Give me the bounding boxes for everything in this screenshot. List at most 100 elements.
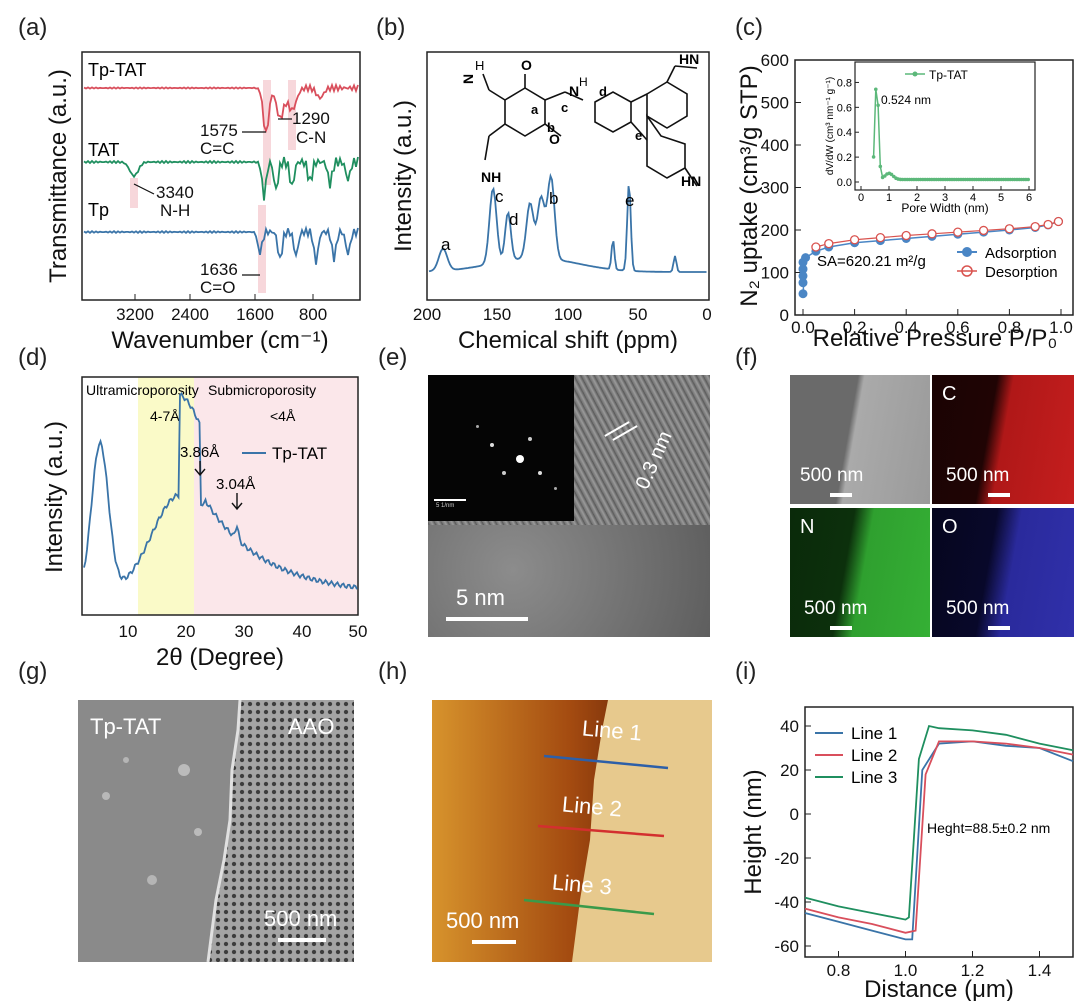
isotherm-ytick: 600 [761,51,789,70]
pxrd-legend: Tp-TAT [272,444,327,463]
sa-annotation: SA=620.21 m²/g [817,253,926,270]
pxrd-peak1: 3.86Å [180,444,219,461]
ftir-legend-tp: Tp [88,200,109,220]
inset-xlabel: Pore Width (nm) [901,201,988,215]
afm-line-1 [543,754,669,770]
afm-scale-label: 500 nm [446,908,520,933]
desorption-point [824,238,834,249]
adsorption-point [798,264,808,274]
struct-label: N [569,83,579,99]
desorption-point [978,225,989,236]
isotherm-xtick: 1.0 [1049,318,1073,337]
nmr-spectrum [428,172,707,273]
struct-label: HN [679,51,699,67]
aao-label: AAO [288,714,335,739]
struct-label: N [460,74,476,84]
adsorption-point [798,271,808,281]
inset-xtick: 4 [970,192,976,204]
desorption-point [927,229,937,239]
pxrd-xtick: 30 [235,622,254,641]
pxrd-xlabel: 2θ (Degree) [156,644,284,671]
afm-scale-bar [472,940,516,944]
panel-label-b: (b) [376,14,406,41]
nmr-peak-a: a [441,235,451,254]
isotherm-ytick: 400 [761,136,789,155]
ftir-xlabel: Wavenumber (cm⁻¹) [111,327,328,354]
inset-peak-label: 0.524 nm [881,93,931,107]
inset-point [876,103,880,108]
desorption-point [1030,221,1040,232]
structure-diagram [482,65,698,187]
height-frame [804,706,1074,958]
ftir-series-tptat [83,82,359,134]
pxrd-xtick: 20 [177,622,196,641]
ftir-ann-nh-value: 3340 [156,183,194,202]
isotherm-ytick: 100 [761,264,789,283]
inset-xtick: 6 [1026,192,1032,204]
inset-points [871,87,1030,182]
eds-maps: 500 nm C 500 nm N 500 nm O 500 nm [790,375,1074,637]
pxrd-ylabel: Intensity (a.u.) [41,421,68,573]
hrtem-scale-bar [446,617,528,621]
height-legend-2: Line 2 [851,746,897,765]
ftir-legend-tat: TAT [88,140,119,160]
panel-label-h: (h) [378,658,408,685]
pxrd-peak2: 3.04Å [216,476,255,493]
height-xlabel: Distance (μm) [864,976,1014,1001]
ftir-ann-cn-label: C-N [296,128,326,147]
ftir-frame [81,51,361,301]
sem-cross-section: Tp-TAT AAO 500 nm [78,700,354,962]
carbon-scale-label: 500 nm [946,465,1010,486]
carbon-map-label: C [942,383,957,405]
ftir-xticks: 3200 2400 1600 800 [116,294,327,324]
struct-label: H [579,75,588,89]
inset-frame [854,61,1036,191]
desorption-point [1053,216,1064,227]
ftir-ann-nh-label: N-H [160,201,190,220]
oxygen-scale-bar [988,626,1010,630]
height-legend-1: Line 1 [851,724,897,743]
hrtem-scale-label: 5 nm [456,585,505,610]
isotherm-ytick: 200 [761,221,789,240]
nmr-xtick: 150 [483,305,511,324]
tp-tat-label: Tp-TAT [90,714,162,739]
pxrd-frame [81,376,359,616]
height-ylabel: Height (nm) [740,769,767,894]
struct-label: c [561,100,568,115]
struct-label: d [599,84,607,99]
struct-label: NH [481,169,501,185]
pxrd-xtick: 40 [293,622,312,641]
height-ytick: -40 [774,893,799,912]
inset-legend: Tp-TAT [929,68,969,82]
inset-ytick: 0.4 [837,127,852,139]
inset-point [1026,177,1030,182]
hrtem-image: 5 1/nm 0.3 nm 5 nm [428,375,710,637]
sem-tile: 500 nm [790,375,930,504]
desorption-point [1043,219,1053,230]
struct-label: H [475,58,484,73]
height-xticks: 0.8 1.0 1.2 1.4 [827,951,1051,980]
inset-xtick: 5 [998,192,1004,204]
panel-label-i: (i) [735,658,757,685]
ftir-ann-cc-label: C=C [200,139,234,158]
legend-desorption: Desorption [985,264,1058,281]
desorption-point [849,235,860,245]
nitrogen-map-tile: N 500 nm [790,508,930,637]
desorption-point [901,230,911,241]
inset-point [874,87,878,92]
pxrd-region2-label: Submicroporosity [208,382,316,398]
ftir-band-cn [288,80,296,150]
ftir-band-nh [130,178,138,208]
oxygen-scale-label: 500 nm [946,598,1010,619]
ftir-ylabel: Transmittance (a.u.) [45,69,72,283]
inset-point [878,164,883,169]
ftir-ann-cn-value: 1290 [292,109,330,128]
fringe-label: 0.3 nm [631,427,677,493]
adsorption-point [798,278,808,288]
struct-label: O [549,131,560,147]
pxrd-region-ultra [138,377,194,615]
panel-label-e: (e) [378,344,408,371]
nmr-ylabel: Intensity (a.u.) [390,100,417,252]
height-legend-3: Line 3 [851,768,897,787]
inset-xtick: 1 [886,192,892,204]
